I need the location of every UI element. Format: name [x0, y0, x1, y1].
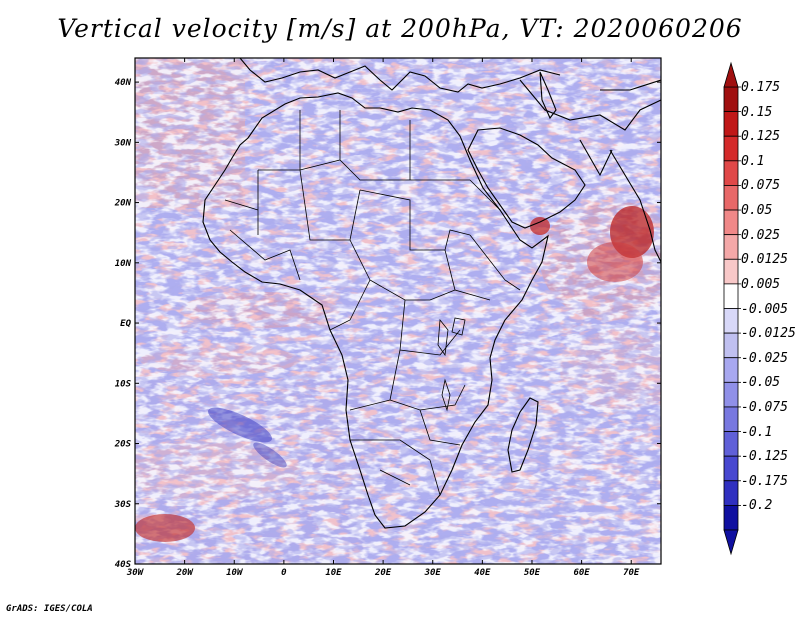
lat-label: 40S [115, 560, 132, 570]
colorbar-label: 0.0125 [741, 252, 788, 268]
lon-label: 10E [325, 568, 342, 578]
colorbar-label: 0.175 [741, 80, 781, 95]
colorbar-swatch [723, 258, 739, 285]
asia-borders [519, 79, 661, 177]
lon-label: 50E [524, 568, 541, 578]
colorbar-label: 0.15 [741, 104, 773, 120]
colorbar-label: -0.05 [741, 375, 781, 391]
colorbar-swatch [723, 332, 739, 359]
lat-label: 20N [114, 199, 132, 209]
lat-label: 40N [115, 78, 132, 88]
velocity-field [135, 58, 661, 564]
colorbar-max-arrow [723, 61, 739, 88]
lon-label: 60E [573, 568, 590, 578]
colorbar-label: -0.075 [741, 399, 788, 415]
colorbar-swatch [723, 283, 739, 309]
colorbar-min-arrow [723, 529, 739, 556]
india-coast [609, 149, 661, 263]
colorbar-label: -0.2 [741, 498, 773, 514]
axis-ticks: 30W 20W 10W 0 10E 20E 30E 40E 50E 60E 70E 40N 30N 20N… [114, 58, 661, 578]
lat-label: 30S [114, 500, 132, 510]
colorbar-swatch [723, 381, 739, 408]
arabia-coast [467, 127, 586, 229]
madagascar-coast [507, 397, 539, 473]
colorbar-label: 0.075 [741, 178, 781, 194]
colorbar-swatch [723, 111, 739, 137]
colorbar-swatch [723, 406, 739, 432]
lat-label: 20S [114, 440, 132, 450]
colorbar-swatch [723, 431, 739, 457]
lon-label: 20E [374, 568, 392, 578]
colorbar-swatch [723, 504, 739, 531]
chart-title: Vertical velocity [m/s] at 200hPa, VT: 2… [57, 14, 743, 43]
lon-label: 20W [175, 568, 194, 578]
colorbar-swatch [723, 185, 739, 211]
colorbar-label: -0.1 [741, 424, 773, 440]
colorbar-label: -0.125 [741, 449, 788, 465]
lat-label: 10S [115, 379, 132, 389]
colorbar-label: -0.005 [741, 301, 788, 317]
colorbar-swatch [723, 480, 739, 506]
lat-label: 10N [115, 259, 132, 269]
colorbar-swatch [723, 455, 739, 482]
plot-frame [134, 57, 662, 565]
africa-coast [202, 92, 549, 529]
lon-label: 70E [623, 568, 640, 578]
lon-label: 40E [474, 568, 491, 578]
lon-label: 10W [226, 568, 244, 578]
country-borders [224, 110, 521, 496]
europe-coast [239, 58, 561, 93]
colorbar-label: 0.025 [741, 227, 781, 243]
colorbar-swatch [723, 160, 739, 186]
colorbar-label: 0.1 [741, 153, 765, 169]
lon-label: 30E [424, 568, 442, 578]
colorbar [723, 61, 741, 556]
colorbar-swatch [723, 135, 739, 162]
colorbar-swatch [723, 357, 739, 383]
footer-credit: GrADS: IGES/COLA [6, 604, 93, 614]
colorbar-swatch [723, 209, 739, 236]
colorbar-label: -0.175 [741, 473, 788, 489]
colorbar-label: 0.125 [741, 129, 781, 145]
colorbar-swatch [723, 308, 739, 334]
lat-label: 30N [114, 138, 132, 148]
colorbar-label: 0.005 [741, 276, 781, 292]
lat-label: EQ [120, 319, 131, 329]
colorbar-swatch [723, 86, 739, 113]
colorbar-label: 0.05 [741, 203, 773, 219]
colorbar-swatch [723, 234, 739, 260]
coastlines [202, 58, 661, 529]
lon-label: 30W [126, 568, 145, 578]
caspian-coast [539, 71, 557, 120]
colorbar-label: -0.0125 [741, 326, 796, 342]
colorbar-label: -0.025 [741, 350, 788, 366]
lon-label: 0 [281, 568, 287, 578]
